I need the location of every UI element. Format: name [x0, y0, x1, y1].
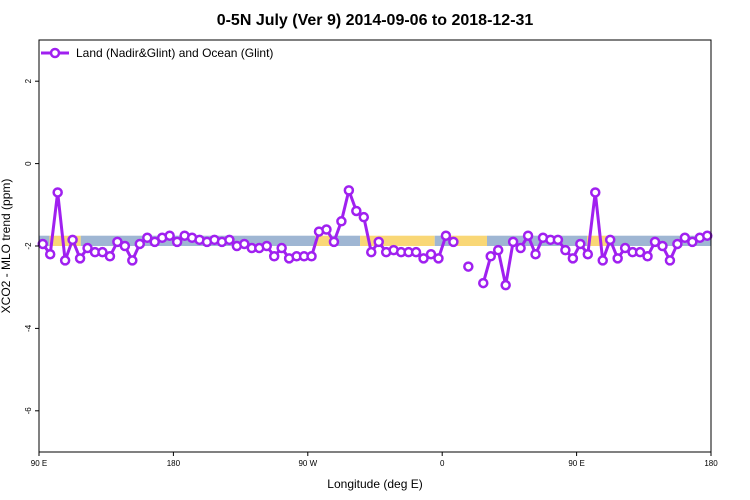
data-point: [560, 244, 571, 256]
data-point: [619, 242, 631, 254]
data-point: [74, 253, 86, 264]
data-point: [590, 187, 601, 198]
data-point: [276, 242, 287, 254]
data-point: [597, 255, 608, 266]
data-point: [702, 230, 713, 241]
data-point: [672, 238, 683, 250]
y-axis: -6 -4 -2 0 2: [24, 78, 39, 414]
data-point: [134, 238, 146, 250]
data-point: [478, 277, 489, 289]
data-point: [657, 240, 668, 252]
data-point: [500, 279, 511, 291]
data-point: [164, 230, 175, 241]
data-point: [224, 234, 235, 246]
data-point: [448, 236, 459, 248]
data-point: [492, 244, 504, 256]
data-point: [485, 251, 496, 262]
data-point: [366, 246, 377, 258]
chart-title: 0-5N July (Ver 9) 2014-09-06 to 2018-12-…: [217, 12, 534, 29]
data-point: [127, 255, 138, 266]
x-tick-label: 180: [704, 459, 718, 468]
series-layer: [37, 185, 713, 291]
data-point: [649, 236, 661, 248]
band-segment: [330, 235, 361, 246]
data-point: [612, 253, 623, 264]
data-point: [634, 246, 646, 258]
data-point: [67, 234, 78, 246]
data-point: [112, 236, 123, 248]
y-tick-label: -2: [24, 242, 33, 250]
data-point: [410, 246, 422, 258]
data-point: [306, 251, 317, 262]
y-tick-label: 2: [24, 78, 33, 83]
data-point: [507, 236, 519, 248]
data-point: [268, 251, 280, 262]
y-tick-label: -6: [24, 407, 33, 415]
data-point: [373, 236, 384, 248]
x-tick-label: 180: [167, 459, 181, 468]
data-point: [149, 236, 160, 248]
data-point: [82, 242, 93, 254]
data-point: [679, 232, 691, 244]
y-tick-label: -4: [24, 324, 33, 332]
data-point: [97, 246, 108, 258]
x-tick-label: 90 W: [298, 459, 317, 468]
data-point: [664, 255, 676, 266]
data-point: [463, 261, 474, 272]
data-point: [522, 230, 534, 241]
data-point: [321, 224, 332, 235]
data-point: [418, 253, 429, 264]
band-segment: [49, 235, 81, 246]
band-segment: [315, 235, 331, 246]
y-tick-label: 0: [24, 161, 33, 166]
data-point: [552, 234, 564, 246]
data-point: [575, 238, 586, 250]
data-point: [515, 242, 526, 254]
data-point: [433, 253, 444, 264]
legend: Land (Nadir&Glint) and Ocean (Glint): [41, 46, 273, 60]
data-point: [104, 251, 116, 262]
x-tick-label: 90 E: [568, 459, 584, 468]
data-point: [44, 248, 56, 260]
data-point: [687, 236, 698, 248]
data-point: [358, 211, 370, 223]
band-segment: [587, 235, 610, 246]
x-tick-label: 90 E: [31, 459, 47, 468]
legend-marker: [49, 47, 61, 59]
data-point: [119, 240, 131, 252]
x-tick-label: 0: [440, 459, 445, 468]
data-point: [59, 255, 71, 266]
data-point: [52, 187, 63, 198]
data-point: [142, 232, 153, 244]
data-point: [351, 205, 362, 217]
band-segment: [487, 235, 588, 246]
data-point: [239, 238, 250, 250]
data-point: [37, 238, 48, 250]
data-point: [567, 253, 579, 264]
legend-label: Land (Nadir&Glint) and Ocean (Glint): [76, 46, 273, 60]
data-point: [261, 240, 272, 252]
data-point: [582, 248, 594, 260]
band-segment: [449, 235, 487, 246]
data-point: [530, 248, 541, 260]
x-axis-label: Longitude (deg E): [327, 477, 422, 491]
data-point: [171, 236, 183, 248]
data-point: [336, 216, 347, 227]
data-point: [604, 234, 616, 246]
band-segment: [434, 235, 450, 246]
data-point: [440, 230, 452, 241]
band-segment: [609, 235, 711, 246]
data-point: [642, 251, 653, 262]
data-point: [343, 185, 355, 196]
band-segment: [360, 235, 435, 246]
data-point: [328, 236, 340, 248]
y-axis-label: XCO2 - MLO trend (ppm): [0, 179, 13, 314]
data-point: [425, 248, 437, 260]
x-axis: 90 E 180 90 W 0 90 E 180: [31, 452, 718, 468]
